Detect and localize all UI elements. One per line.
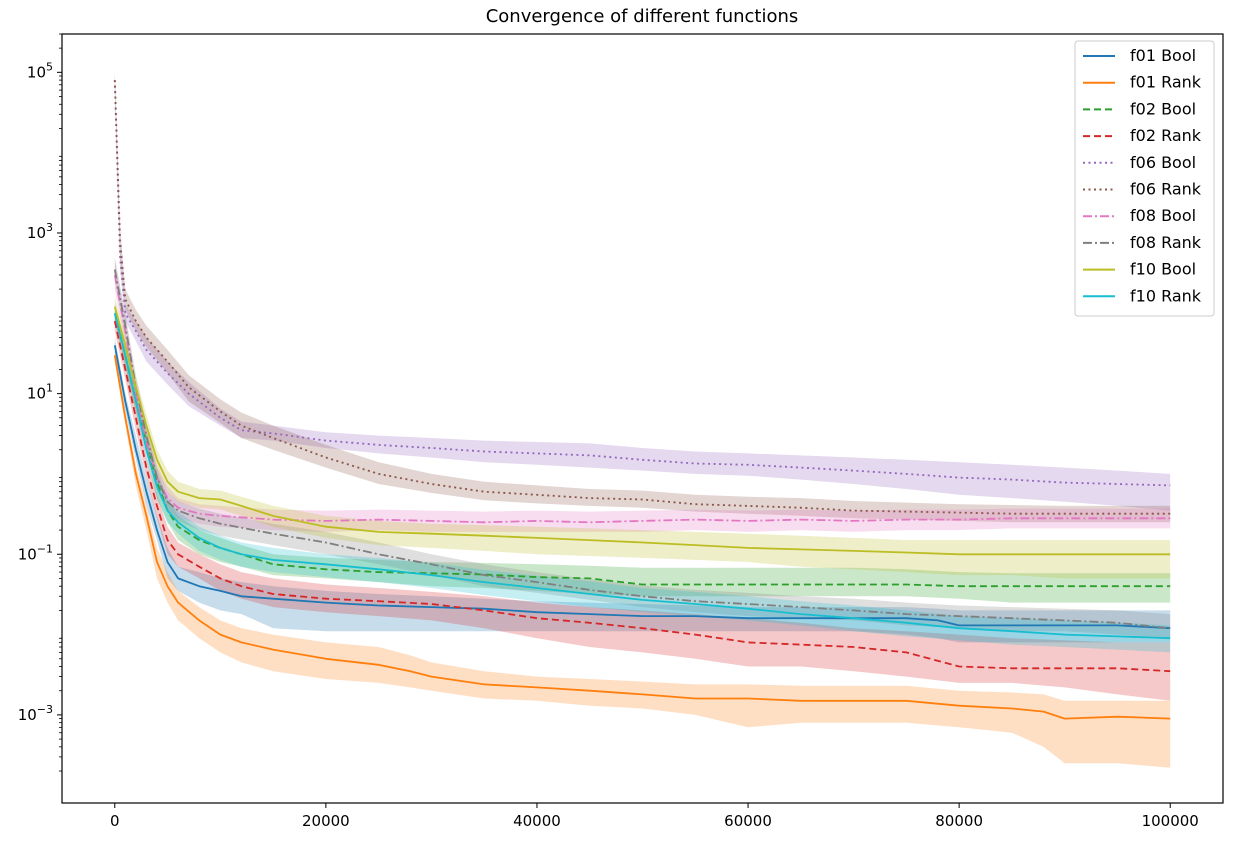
legend: f01 Bool f01 Rank f02 Bool f02 Rank f06 Bool… <box>1074 40 1215 317</box>
y-tick-label: 10−3 <box>18 703 53 724</box>
legend-label-f08-rank: f08 Rank <box>1130 233 1202 252</box>
series-line-f02-rank <box>113 320 1171 673</box>
band-f01-bool <box>114 337 1171 643</box>
legend-label-f02-bool: f02 Bool <box>1130 99 1196 118</box>
series-line-f01-bool <box>113 345 1171 630</box>
series-line-f06-bool <box>113 80 1171 487</box>
y-tick-label: 10−1 <box>18 542 53 563</box>
legend-label-f02-rank: f02 Rank <box>1130 126 1202 145</box>
y-tick-label: 103 <box>27 221 53 242</box>
x-tick-label: 20000 <box>302 812 350 830</box>
legend-label-f10-bool: f10 Bool <box>1130 260 1196 279</box>
x-tick-label: 80000 <box>935 812 983 830</box>
legend-label-f10-rank: f10 Rank <box>1130 286 1202 305</box>
series-line-f08-rank <box>113 269 1171 630</box>
series-line-f10-rank <box>113 313 1171 640</box>
x-tick-label: 60000 <box>724 812 772 830</box>
x-tick-label: 40000 <box>513 812 561 830</box>
series-line-f02-bool <box>113 313 1171 588</box>
x-axis: 0 20000 40000 60000 80000 100000 <box>110 803 1199 830</box>
plot-frame <box>61 33 1224 804</box>
confidence-bands <box>114 72 1171 768</box>
legend-label-f06-bool: f06 Bool <box>1130 153 1196 172</box>
series-line-f01-rank <box>113 355 1171 720</box>
band-f10-bool <box>114 296 1171 579</box>
legend-label-f08-bool: f08 Bool <box>1130 206 1196 225</box>
series-line-f08-bool <box>113 274 1171 524</box>
band-f01-rank <box>114 349 1171 768</box>
band-f10-rank <box>114 304 1171 653</box>
chart-title: Convergence of different functions <box>486 6 799 27</box>
y-tick-label: 101 <box>27 382 53 403</box>
y-tick-label: 105 <box>27 60 53 81</box>
band-f08-rank <box>114 257 1171 639</box>
y-axis: 10−3 10−1 101 103 105 <box>18 33 62 772</box>
x-tick-label: 100000 <box>1142 812 1199 830</box>
legend-label-f06-rank: f06 Rank <box>1130 180 1202 199</box>
legend-label-f01-bool: f01 Bool <box>1130 46 1196 65</box>
legend-label-f01-rank: f01 Rank <box>1130 73 1202 92</box>
series-lines <box>113 80 1171 720</box>
band-f02-rank <box>114 313 1171 701</box>
series-line-f10-bool <box>113 306 1171 556</box>
x-tick-label: 0 <box>110 812 120 830</box>
